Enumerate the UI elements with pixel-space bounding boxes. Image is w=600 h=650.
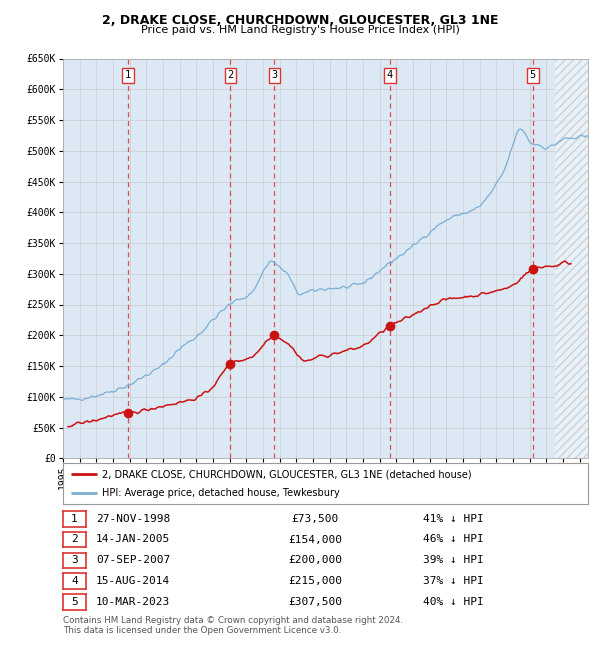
Text: 2: 2 xyxy=(71,534,78,545)
Text: 5: 5 xyxy=(530,70,536,81)
Text: 1: 1 xyxy=(71,514,78,524)
Text: 27-NOV-1998: 27-NOV-1998 xyxy=(96,514,170,524)
Text: 37% ↓ HPI: 37% ↓ HPI xyxy=(423,576,484,586)
Text: 46% ↓ HPI: 46% ↓ HPI xyxy=(423,534,484,545)
Text: 41% ↓ HPI: 41% ↓ HPI xyxy=(423,514,484,524)
Text: 2, DRAKE CLOSE, CHURCHDOWN, GLOUCESTER, GL3 1NE (detached house): 2, DRAKE CLOSE, CHURCHDOWN, GLOUCESTER, … xyxy=(103,469,472,479)
Text: 4: 4 xyxy=(71,576,78,586)
Text: HPI: Average price, detached house, Tewkesbury: HPI: Average price, detached house, Tewk… xyxy=(103,488,340,498)
Text: 2, DRAKE CLOSE, CHURCHDOWN, GLOUCESTER, GL3 1NE: 2, DRAKE CLOSE, CHURCHDOWN, GLOUCESTER, … xyxy=(102,14,498,27)
Text: £200,000: £200,000 xyxy=(288,555,342,566)
Bar xyxy=(554,58,588,458)
Text: 07-SEP-2007: 07-SEP-2007 xyxy=(96,555,170,566)
Text: £215,000: £215,000 xyxy=(288,576,342,586)
Text: 1: 1 xyxy=(125,70,131,81)
Text: 40% ↓ HPI: 40% ↓ HPI xyxy=(423,597,484,607)
Text: 4: 4 xyxy=(387,70,393,81)
Text: £154,000: £154,000 xyxy=(288,534,342,545)
Text: 10-MAR-2023: 10-MAR-2023 xyxy=(96,597,170,607)
Text: 14-JAN-2005: 14-JAN-2005 xyxy=(96,534,170,545)
Text: 3: 3 xyxy=(271,70,277,81)
Text: 3: 3 xyxy=(71,555,78,566)
Text: 2: 2 xyxy=(227,70,233,81)
Text: £73,500: £73,500 xyxy=(292,514,338,524)
Text: Contains HM Land Registry data © Crown copyright and database right 2024.: Contains HM Land Registry data © Crown c… xyxy=(63,616,403,625)
Text: This data is licensed under the Open Government Licence v3.0.: This data is licensed under the Open Gov… xyxy=(63,626,341,635)
Text: Price paid vs. HM Land Registry's House Price Index (HPI): Price paid vs. HM Land Registry's House … xyxy=(140,25,460,35)
Text: 39% ↓ HPI: 39% ↓ HPI xyxy=(423,555,484,566)
Text: 5: 5 xyxy=(71,597,78,607)
Bar xyxy=(554,58,588,458)
Text: £307,500: £307,500 xyxy=(288,597,342,607)
Text: 15-AUG-2014: 15-AUG-2014 xyxy=(96,576,170,586)
